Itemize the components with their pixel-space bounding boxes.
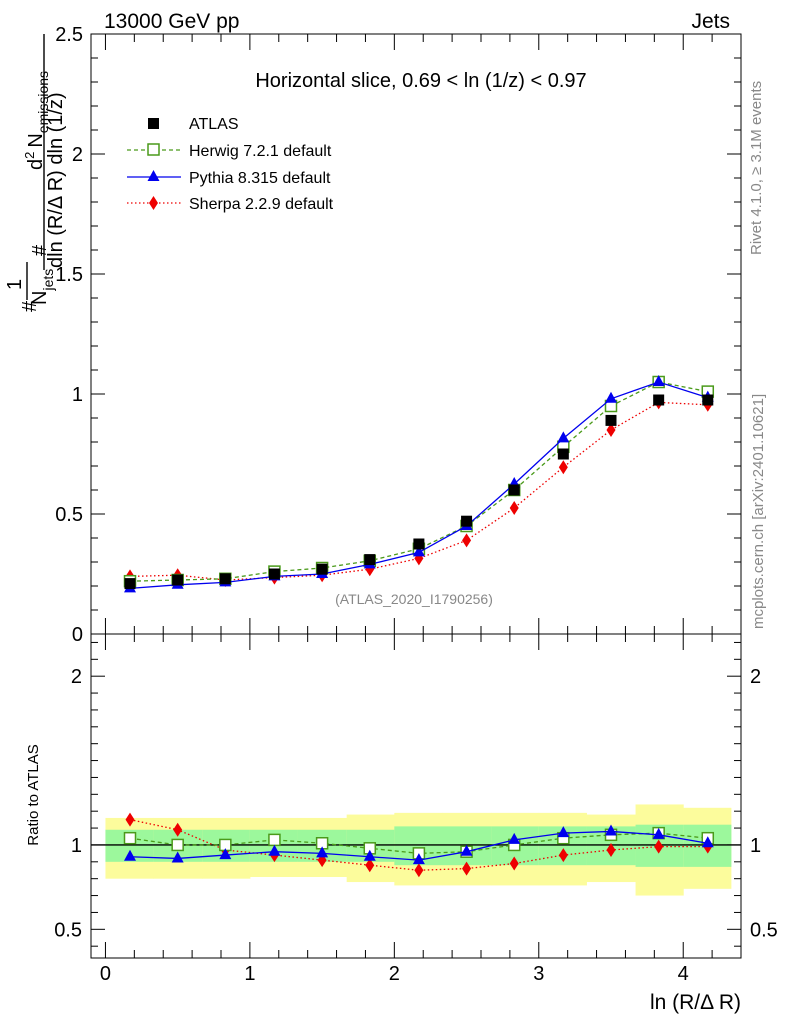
data-point-pythia (605, 391, 617, 403)
data-point-sherpa (558, 460, 568, 475)
legend-marker-pythia (147, 170, 160, 181)
data-point-atlas (653, 394, 665, 406)
ratio-point-pythia (557, 826, 570, 838)
ratio-point-herwig (171, 838, 184, 852)
data-point-pythia (652, 375, 665, 386)
x-tick-label: 1 (244, 963, 255, 985)
ratio-point-sherpa (654, 839, 664, 854)
x-tick-label: 3 (533, 963, 544, 985)
ratio-point-pythia (171, 851, 184, 863)
y-tick-label: 2.5 (55, 24, 83, 46)
ratio-y-tick-label-right: 0.5 (750, 919, 778, 941)
rivet-version-label: Rivet 4.1.0, ≥ 3.1M events (748, 81, 765, 255)
ratio-point-sherpa (365, 858, 375, 873)
ylabel-hash-1: # (19, 300, 41, 312)
ratio-y-tick-label: 0.5 (54, 919, 82, 941)
y-tick-label: 2 (72, 144, 83, 166)
ratio-point-pythia (412, 853, 425, 865)
y-tick-label: 0.5 (55, 504, 83, 526)
data-point-atlas (268, 568, 280, 580)
ratio-y-tick-label: 1 (71, 835, 82, 857)
ylabel-numerator: d2Nemissions (22, 71, 51, 170)
data-point-atlas (702, 394, 714, 406)
x-tick-label: 2 (389, 963, 400, 985)
ratio-point-pythia (363, 849, 376, 861)
x-tick-label: 0 (100, 963, 111, 985)
x-axis-title: ln (R/Δ R) (650, 991, 741, 1014)
ratio-plot: 0.5 0.5 1 1 2 2 0 1 2 3 4 Ratio to ATLAS ln (R/Δ R… (25, 633, 778, 1014)
data-point-atlas (364, 554, 376, 566)
header-right: Jets (691, 10, 730, 33)
y-tick-label: 1 (72, 384, 83, 406)
main-plot-ticks: 0 0.5 1 1.5 2 2.5 (55, 24, 742, 646)
legend-label-sherpa: Sherpa 2.2.9 default (189, 196, 334, 213)
legend-marker-herwig (147, 143, 160, 156)
ratio-point-sherpa (606, 843, 616, 857)
ylabel-hash-2: # (29, 244, 51, 256)
ratio-point-sherpa (173, 822, 183, 837)
x-tick-label: 4 (678, 963, 689, 985)
ratio-point-pythia (124, 849, 136, 861)
ylabel-norm-num: 1 (4, 279, 26, 290)
ratio-point-sherpa (125, 812, 135, 827)
ratio-plot-ticks: 0.5 0.5 1 1 2 2 0 1 2 3 4 (54, 634, 778, 985)
ratio-point-pythia (605, 824, 617, 836)
data-point-sherpa (606, 423, 616, 437)
data-point-atlas (413, 538, 425, 550)
legend-label-pythia: Pythia 8.315 default (189, 170, 331, 187)
ratio-point-sherpa (462, 861, 472, 876)
ratio-y-tick-label: 2 (71, 666, 82, 688)
ratio-point-pythia (508, 832, 521, 844)
data-point-pythia (412, 545, 425, 557)
main-plot: 0 0.5 1 1.5 2 2.5 Horizontal slice, 0.69 < ln… (4, 24, 742, 646)
data-point-atlas (557, 448, 569, 460)
ylabel-denominator: dln (R/Δ R) dln (1/z) (45, 92, 67, 268)
main-y-axis-title: d2Nemissions dln (R/Δ R) dln (1/z) 1 Nje… (4, 34, 67, 312)
data-point-pythia (557, 431, 570, 443)
data-point-atlas (605, 414, 617, 426)
ratio-point-sherpa (509, 856, 519, 871)
legend-label-atlas: ATLAS (189, 116, 239, 133)
main-plot-series (123, 375, 715, 593)
ratio-point-pythia (460, 844, 473, 856)
data-point-atlas (316, 563, 328, 575)
legend: ATLAS Herwig 7.2.1 default Pythia 8.315 … (127, 116, 334, 213)
y-tick-label: 0 (72, 624, 83, 646)
data-point-sherpa (462, 533, 472, 548)
legend-marker-sherpa (149, 196, 158, 210)
ratio-plot-frame (90, 633, 742, 959)
legend-marker-atlas (148, 118, 159, 129)
ratio-point-pythia (701, 836, 714, 848)
analysis-id: (ATLAS_2020_I1790256) (335, 591, 493, 607)
ylabel-norm-den: Njets (29, 269, 56, 305)
plot-title: Horizontal slice, 0.69 < ln (1/z) < 0.97 (255, 70, 586, 92)
mcplots-label: mcplots.cern.ch [arXiv:2401.10621] (750, 394, 767, 629)
ratio-point-herwig (268, 833, 281, 847)
ratio-point-sherpa (414, 863, 424, 878)
ratio-point-herwig (123, 831, 137, 845)
ratio-point-sherpa (558, 848, 568, 863)
data-point-atlas (461, 515, 473, 527)
ratio-point-pythia (268, 844, 281, 856)
data-point-atlas (124, 578, 136, 590)
y-tick-label: 1.5 (55, 264, 83, 286)
data-point-atlas (172, 574, 184, 586)
ratio-point-pythia (652, 827, 665, 839)
header-left: 13000 GeV pp (104, 10, 239, 33)
data-point-sherpa (509, 501, 519, 515)
ratio-point-pythia (219, 848, 232, 860)
ratio-y-axis-title: Ratio to ATLAS (25, 744, 42, 845)
ratio-y-tick-label-right: 2 (750, 666, 761, 688)
ratio-y-tick-label-right: 1 (750, 835, 761, 857)
ratio-plot-series (123, 812, 715, 878)
data-point-atlas (508, 484, 520, 496)
ratio-point-pythia (316, 846, 329, 858)
legend-label-herwig: Herwig 7.2.1 default (189, 143, 332, 160)
data-point-atlas (219, 573, 231, 585)
